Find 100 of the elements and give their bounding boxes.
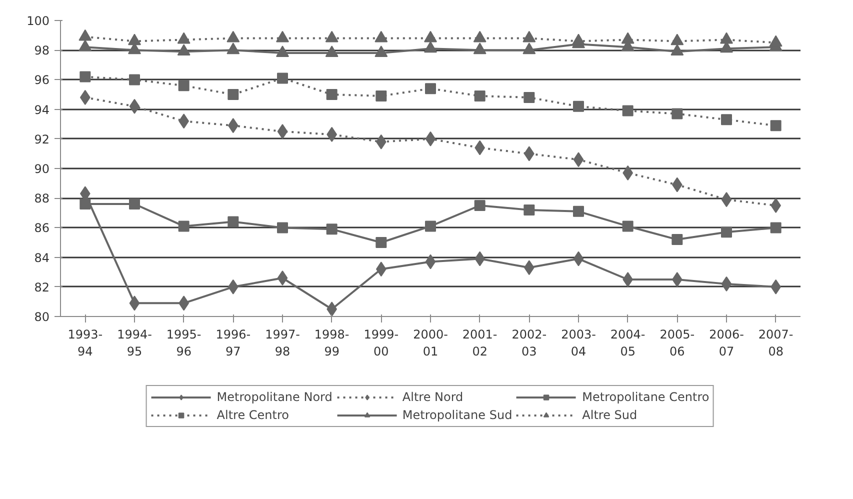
point <box>129 74 140 86</box>
point <box>522 30 536 42</box>
point <box>425 254 436 270</box>
point <box>770 198 781 213</box>
point <box>474 200 486 211</box>
legend-label: Altre Sud <box>582 408 638 422</box>
y-tick-label: 98 <box>34 44 50 58</box>
y-tick-label: 92 <box>34 132 50 146</box>
point <box>621 32 634 44</box>
point <box>326 224 338 235</box>
point <box>326 302 337 316</box>
point <box>129 98 140 114</box>
point <box>226 42 240 54</box>
point <box>276 30 289 42</box>
x-tick-label: 2003- 04 <box>561 328 596 358</box>
x-tick-label: 2002- 03 <box>512 328 547 358</box>
point <box>228 216 239 228</box>
point <box>721 226 732 238</box>
point <box>425 131 436 146</box>
point <box>622 272 633 287</box>
x-tick-label: 1998- 99 <box>314 328 350 358</box>
x-tick-label: 1993- 94 <box>68 328 103 358</box>
point <box>277 222 288 234</box>
point <box>129 296 140 311</box>
point <box>78 29 92 41</box>
point <box>522 42 536 54</box>
point <box>573 206 584 217</box>
point <box>277 124 288 139</box>
legend-label: Metropolitane Nord <box>216 390 332 404</box>
x-tick-label: 1997- 98 <box>265 328 300 358</box>
x-tick-label: 1996- 97 <box>216 328 251 358</box>
y-tick-label: 100 <box>26 14 50 28</box>
legend-label: Altre Nord <box>402 390 464 404</box>
y-tick-label: 88 <box>34 192 50 206</box>
x-tick-label: 2000- 01 <box>413 328 448 358</box>
x-tick-label: 2007- 08 <box>758 328 794 358</box>
point <box>128 34 141 46</box>
point <box>374 30 388 42</box>
point <box>277 270 288 286</box>
legend-label: Metropolitane Centro <box>582 390 710 404</box>
point <box>177 44 190 56</box>
point <box>78 40 92 52</box>
point <box>425 83 436 94</box>
point <box>424 30 437 42</box>
point <box>276 46 289 58</box>
point <box>325 46 338 58</box>
x-tick-label: 2001- 02 <box>462 328 498 358</box>
point <box>177 32 190 44</box>
point <box>670 44 684 56</box>
point <box>769 35 782 47</box>
x-tick-label: 1994- 95 <box>117 328 152 358</box>
point <box>622 220 634 232</box>
x-tick-label: 2004- 05 <box>610 328 646 358</box>
point <box>524 92 535 103</box>
point <box>374 46 388 58</box>
point <box>572 34 585 46</box>
point <box>277 72 288 84</box>
point <box>524 204 535 216</box>
point <box>770 222 782 234</box>
point <box>326 89 338 100</box>
point <box>325 30 338 42</box>
point <box>178 220 190 232</box>
y-tick-label: 94 <box>34 102 50 117</box>
point <box>473 30 486 42</box>
y-tick-label: 86 <box>34 221 50 236</box>
point <box>672 272 682 287</box>
point <box>672 234 683 246</box>
x-tick-label: 2005- 06 <box>660 328 695 358</box>
point <box>721 192 732 208</box>
point <box>672 108 683 120</box>
point <box>376 90 387 102</box>
point <box>228 89 239 100</box>
point <box>573 251 584 266</box>
y-tick-label: 90 <box>34 162 50 176</box>
y-tick-label: 82 <box>34 280 50 294</box>
x-tick-label: 2006- 07 <box>709 328 744 358</box>
y-tick-label: 80 <box>34 310 50 324</box>
point <box>376 237 387 248</box>
point <box>670 34 684 46</box>
point <box>573 152 584 168</box>
point <box>770 120 782 132</box>
point <box>721 114 732 126</box>
point <box>573 100 584 112</box>
point <box>720 32 733 44</box>
point <box>178 80 190 92</box>
legend-label: Altre Centro <box>216 408 289 422</box>
y-tick-label: 84 <box>34 250 50 265</box>
x-tick-label: 1995- 96 <box>166 328 202 358</box>
point <box>80 71 91 82</box>
y-tick-label: 96 <box>34 73 50 88</box>
legend-label: Metropolitane Sud <box>402 408 512 422</box>
point <box>425 220 436 232</box>
point <box>721 276 732 292</box>
point <box>129 198 140 210</box>
point <box>622 105 634 116</box>
point <box>473 42 486 54</box>
point <box>424 41 437 53</box>
point <box>226 30 240 42</box>
point <box>474 90 486 102</box>
point <box>80 198 91 210</box>
